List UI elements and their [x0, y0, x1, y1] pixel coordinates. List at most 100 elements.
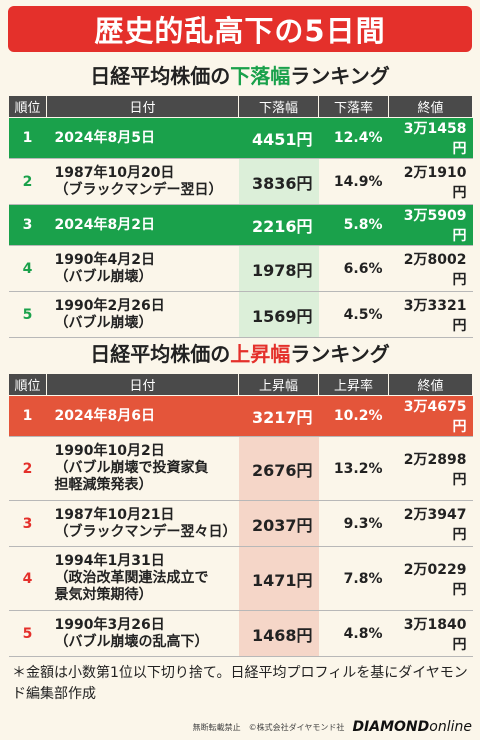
amount-cell: 4451円 [238, 117, 319, 159]
header-amount: 下落幅 [238, 95, 319, 118]
rate-cell: 5.8% [318, 204, 389, 246]
header-close: 終値 [388, 373, 473, 396]
date-line: 1990年4月2日 [54, 251, 155, 268]
rank-cell: 3 [8, 204, 47, 246]
table-header-row: 順位 日付 上昇幅 上昇率 終値 [8, 373, 473, 396]
close-cell: 2万8002円 [388, 245, 473, 292]
rank-cell: 5 [8, 291, 47, 338]
page-title: 歴史的乱高下の5日間 [8, 6, 472, 52]
date-note: （バブル崩壊） [54, 268, 153, 285]
date-cell: 1987年10月21日 （ブラックマンデー翌々日） [46, 500, 239, 547]
rank-cell: 2 [8, 158, 47, 205]
close-cell: 3万4675円 [388, 395, 473, 437]
amount-cell: 1978円 [238, 245, 319, 292]
close-cell: 3万3321円 [388, 291, 473, 338]
amount-cell: 2216円 [238, 204, 319, 246]
date-line: 1994年1月31日 [54, 553, 165, 569]
date-cell: 2024年8月5日 [46, 117, 239, 159]
header-close: 終値 [388, 95, 473, 118]
date-note: （バブル崩壊） [54, 314, 153, 331]
amount-cell: 2037円 [238, 500, 319, 547]
table-row: 4 1994年1月31日 （政治改革関連法成立で 景気対策期待） 1471円 7.8… [8, 546, 473, 611]
rise-title-prefix: 日経平均株価の [90, 342, 231, 366]
amount-cell: 3217円 [238, 395, 319, 437]
copyright-notice: 無断転載禁止 ©株式会社ダイヤモンド社 [192, 722, 345, 732]
date-line: 1987年10月21日 [54, 506, 175, 523]
decline-title-suffix: ランキング [290, 64, 390, 88]
date-note: （政治改革関連法成立で [54, 570, 209, 586]
amount-cell: 1468円 [238, 610, 319, 657]
rank-cell: 4 [8, 245, 47, 292]
header-rank: 順位 [8, 95, 47, 118]
date-note: （ブラックマンデー翌日） [54, 181, 223, 198]
rank-cell: 3 [8, 500, 47, 547]
table-row: 5 1990年2月26日 （バブル崩壊） 1569円 4.5% 3万3321円 [8, 291, 473, 338]
close-cell: 3万1458円 [388, 117, 473, 159]
rise-ranking-table: 順位 日付 上昇幅 上昇率 終値 1 2024年8月6日 3217円 10.2%… [8, 373, 473, 657]
close-cell: 3万1840円 [388, 610, 473, 657]
table-row: 2 1990年10月2日 （バブル崩壊で投資家負 担軽減策発表） 2676円 13.… [8, 436, 473, 501]
rank-cell: 2 [8, 436, 47, 501]
date-cell: 1987年10月20日 （ブラックマンデー翌日） [46, 158, 239, 205]
header-rate: 下落率 [318, 95, 389, 118]
table-row: 1 2024年8月6日 3217円 10.2% 3万4675円 [8, 395, 473, 437]
header-amount: 上昇幅 [238, 373, 319, 396]
date-cell: 1990年10月2日 （バブル崩壊で投資家負 担軽減策発表） [46, 436, 239, 501]
date-line: 1990年2月26日 [54, 297, 165, 314]
table-row: 3 2024年8月2日 2216円 5.8% 3万5909円 [8, 204, 473, 246]
rank-cell: 1 [8, 395, 47, 437]
table-row: 1 2024年8月5日 4451円 12.4% 3万1458円 [8, 117, 473, 159]
rank-cell: 4 [8, 546, 47, 611]
rank-cell: 5 [8, 610, 47, 657]
close-cell: 2万2898円 [388, 436, 473, 501]
table-header-row: 順位 日付 下落幅 下落率 終値 [8, 95, 473, 118]
rate-cell: 6.6% [318, 245, 389, 292]
logo-main: DIAMOND [352, 719, 430, 735]
decline-section-title: 日経平均株価の下落幅ランキング [0, 62, 480, 90]
amount-cell: 3836円 [238, 158, 319, 205]
date-note: （バブル崩壊で投資家負 [54, 460, 209, 476]
decline-title-highlight: 下落幅 [230, 64, 291, 88]
footnote: ＊金額は小数第1位以下切り捨て。日経平均プロフィルを基にダイヤモンド編集部作成 [12, 665, 468, 702]
date-cell: 2024年8月6日 [46, 395, 239, 437]
rise-section-title: 日経平均株価の上昇幅ランキング [0, 340, 480, 368]
date-line: 2024年8月2日 [54, 216, 155, 233]
table-row: 4 1990年4月2日 （バブル崩壊） 1978円 6.6% 2万8002円 [8, 245, 473, 292]
date-cell: 1990年3月26日 （バブル崩壊の乱高下） [46, 610, 239, 657]
rate-cell: 9.3% [318, 500, 389, 547]
date-line: 1987年10月20日 [54, 164, 175, 181]
amount-cell: 1569円 [238, 291, 319, 338]
rise-title-suffix: ランキング [290, 342, 390, 366]
header-date: 日付 [46, 95, 239, 118]
rate-cell: 10.2% [318, 395, 389, 437]
close-cell: 2万1910円 [388, 158, 473, 205]
rate-cell: 14.9% [318, 158, 389, 205]
rate-cell: 13.2% [318, 436, 389, 501]
date-cell: 1990年4月2日 （バブル崩壊） [46, 245, 239, 292]
logo-sub: online [429, 719, 472, 735]
date-note: （ブラックマンデー翌々日） [54, 523, 237, 540]
decline-title-prefix: 日経平均株価の [90, 64, 231, 88]
rise-title-highlight: 上昇幅 [230, 342, 291, 366]
rate-cell: 4.8% [318, 610, 389, 657]
close-cell: 2万0229円 [388, 546, 473, 611]
close-cell: 3万5909円 [388, 204, 473, 246]
amount-cell: 2676円 [238, 436, 319, 501]
rate-cell: 4.5% [318, 291, 389, 338]
decline-ranking-table: 順位 日付 下落幅 下落率 終値 1 2024年8月5日 4451円 12.4%… [8, 95, 473, 338]
rank-cell: 1 [8, 117, 47, 159]
close-cell: 2万3947円 [388, 500, 473, 547]
date-cell: 1994年1月31日 （政治改革関連法成立で 景気対策期待） [46, 546, 239, 611]
header-date: 日付 [46, 373, 239, 396]
date-cell: 2024年8月2日 [46, 204, 239, 246]
date-line: 2024年8月6日 [54, 407, 155, 424]
date-line: 2024年8月5日 [54, 129, 155, 146]
date-line: 1990年10月2日 [54, 443, 165, 459]
table-row: 3 1987年10月21日 （ブラックマンデー翌々日） 2037円 9.3% 2万… [8, 500, 473, 547]
date-note: （バブル崩壊の乱高下） [54, 633, 209, 650]
table-row: 2 1987年10月20日 （ブラックマンデー翌日） 3836円 14.9% 2万… [8, 158, 473, 205]
amount-cell: 1471円 [238, 546, 319, 611]
date-note-cont: 景気対策期待） [54, 587, 153, 603]
rate-cell: 12.4% [318, 117, 389, 159]
header-rank: 順位 [8, 373, 47, 396]
